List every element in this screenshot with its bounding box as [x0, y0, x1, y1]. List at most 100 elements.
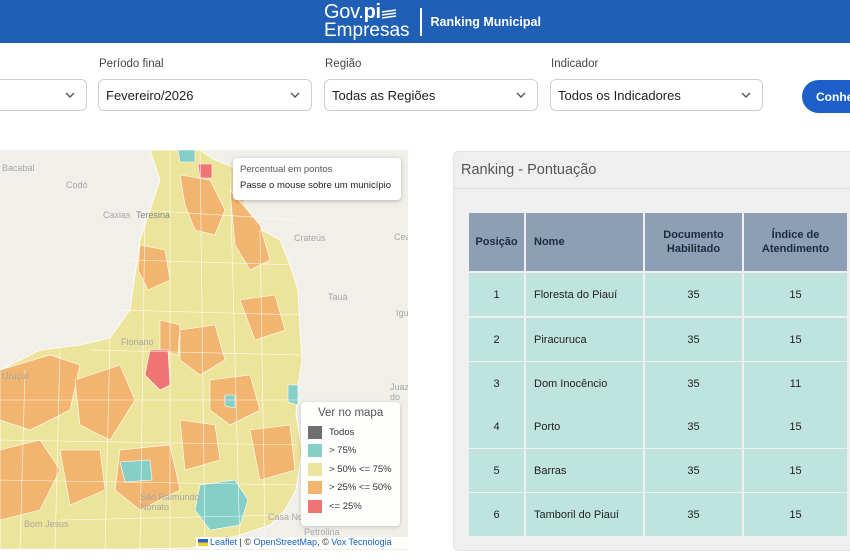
regiao-value: Todas as Regiões — [332, 87, 436, 103]
cell-documento: 35 — [645, 318, 742, 361]
legend-title: Ver no mapa — [318, 407, 384, 419]
cell-posicao: 6 — [469, 493, 524, 536]
legend-swatch — [308, 462, 322, 476]
brand-divider — [419, 7, 422, 36]
cell-indice: 15 — [744, 405, 847, 448]
map-attribution: Leaflet | © OpenStreetMap, © Vox Tecnolo… — [196, 537, 408, 549]
indicador-select[interactable]: Todos os Indicadores — [550, 79, 763, 111]
col-header-posicao[interactable]: Posição — [469, 213, 524, 271]
info-title: Percentual em pontos — [240, 164, 333, 175]
attribution-sep: , © — [317, 537, 332, 547]
periodo-final-label: Período final — [99, 58, 164, 70]
govpi-empresas-logo: Gov.pi Empresas — [324, 1, 410, 41]
cell-nome: Porto — [526, 405, 643, 448]
chevron-down-icon — [290, 92, 300, 98]
legend-swatch — [308, 481, 322, 495]
cell-documento: 35 — [645, 273, 742, 316]
cell-indice: 15 — [744, 493, 847, 536]
map-place-label: São Raimundo Nonato — [140, 492, 200, 512]
map-place-label: Petrolina — [304, 527, 340, 537]
cell-indice: 15 — [744, 449, 847, 492]
col-header-indice[interactable]: Índice de Atendimento — [744, 213, 847, 271]
logo-gov: Gov. — [324, 1, 364, 23]
cell-indice: 15 — [744, 318, 847, 361]
cell-posicao: 1 — [469, 273, 524, 316]
regiao-label: Região — [325, 58, 362, 70]
indicador-label: Indicador — [551, 58, 599, 70]
cell-posicao: 3 — [469, 362, 524, 405]
chevron-down-icon — [741, 92, 751, 98]
periodo-inicial-select[interactable] — [0, 79, 87, 111]
ranking-title: Ranking - Pontuação — [461, 162, 597, 178]
map-place-label: Floriano — [121, 337, 154, 347]
col-header-documento[interactable]: Documento Habilitado — [645, 213, 742, 271]
regiao-select[interactable]: Todas as Regiões — [324, 79, 538, 111]
chevron-down-icon — [516, 92, 526, 98]
map-place-label: Caxias — [103, 210, 131, 220]
map-place-label: Casa Nova — [268, 512, 313, 522]
legend-swatch — [308, 444, 322, 458]
leaflet-link[interactable]: Leaflet — [210, 537, 238, 547]
cell-posicao: 5 — [469, 449, 524, 492]
cell-documento: 35 — [645, 449, 742, 492]
ukraine-flag-icon — [198, 538, 208, 546]
col-header-nome[interactable]: Nome — [526, 213, 643, 271]
piaui-choropleth[interactable] — [0, 150, 408, 550]
cell-indice: 15 — [744, 273, 847, 316]
cell-nome: Tamboril do Piauí — [526, 493, 643, 536]
legend-label: > 50% <= 75% — [329, 463, 392, 475]
legend-label: > 25% <= 50% — [329, 482, 392, 494]
logo-pi: pi — [363, 1, 381, 23]
legend-swatch — [308, 499, 322, 513]
municipal-map[interactable]: Bacabal Codó Caxias Teresina Crateús Cea… — [0, 150, 408, 550]
logo-empresas: Empresas — [324, 20, 410, 41]
map-place-label: Crateús — [294, 233, 326, 243]
cell-documento: 35 — [645, 362, 742, 405]
legend-item-todos[interactable]: Todos — [308, 423, 393, 442]
map-place-label: Iguatu — [396, 308, 408, 318]
legend-swatch — [308, 425, 322, 439]
vox-link[interactable]: Vox Tecnologia — [331, 537, 392, 547]
legend-label: <= 25% — [329, 500, 362, 512]
periodo-final-select[interactable]: Fevereiro/2026 — [98, 79, 312, 111]
page-title: Ranking Municipal — [430, 14, 541, 29]
ranking-card: Ranking - Pontuação Posição Nome Documen… — [453, 151, 850, 551]
periodo-final-value: Fevereiro/2026 — [106, 87, 194, 103]
cell-posicao: 4 — [469, 405, 524, 448]
legend-item-below-25[interactable]: <= 25% — [308, 497, 393, 516]
conhecer-button[interactable]: Conhe — [802, 80, 850, 113]
card-divider — [454, 188, 850, 189]
cell-nome: Piracuruca — [526, 318, 643, 361]
map-place-label: Codó — [66, 180, 88, 190]
legend-item-25-50[interactable]: > 25% <= 50% — [308, 479, 393, 498]
cell-posicao: 2 — [469, 318, 524, 361]
info-hint: Passe o mouse sobre um município — [240, 180, 392, 191]
cell-indice: 11 — [744, 362, 847, 405]
cell-documento: 35 — [645, 405, 742, 448]
top-header: Gov.pi Empresas Ranking Municipal — [0, 0, 850, 43]
logo-lines-icon — [381, 9, 396, 19]
map-place-label: Teresina — [136, 210, 171, 220]
map-place-label: Ceará — [394, 232, 408, 242]
legend-label: Todos — [329, 426, 355, 438]
cell-nome: Dom Inocêncio — [526, 362, 643, 405]
map-place-label: Bacabal — [2, 163, 35, 173]
osm-link[interactable]: OpenStreetMap — [253, 537, 318, 547]
logo-gov-text: Gov.pi — [324, 1, 397, 23]
legend-item-above-75[interactable]: > 75% — [308, 442, 393, 461]
legend-label: > 75% — [329, 445, 357, 457]
attribution-sep: | © — [237, 537, 254, 547]
brand[interactable]: Gov.pi Empresas Ranking Municipal — [324, 0, 541, 43]
map-place-label: Uruçuí — [2, 371, 29, 381]
indicador-value: Todos os Indicadores — [558, 87, 681, 103]
map-place-label: Juazeiro do Norte — [390, 382, 408, 402]
cell-nome: Floresta do Piauí — [526, 273, 643, 316]
chevron-down-icon — [65, 92, 75, 98]
map-place-label: Bom Jesus — [24, 519, 69, 529]
cell-nome: Barras — [526, 449, 643, 492]
legend-item-50-75[interactable]: > 50% <= 75% — [308, 460, 393, 479]
map-place-label: Tauá — [328, 292, 348, 302]
cell-documento: 35 — [645, 493, 742, 536]
map-legend: Ver no mapa Todos > 75% > 50% <= 75% > 2… — [301, 402, 400, 526]
map-info-box: Percentual em pontos Passe o mouse sobre… — [233, 158, 401, 200]
